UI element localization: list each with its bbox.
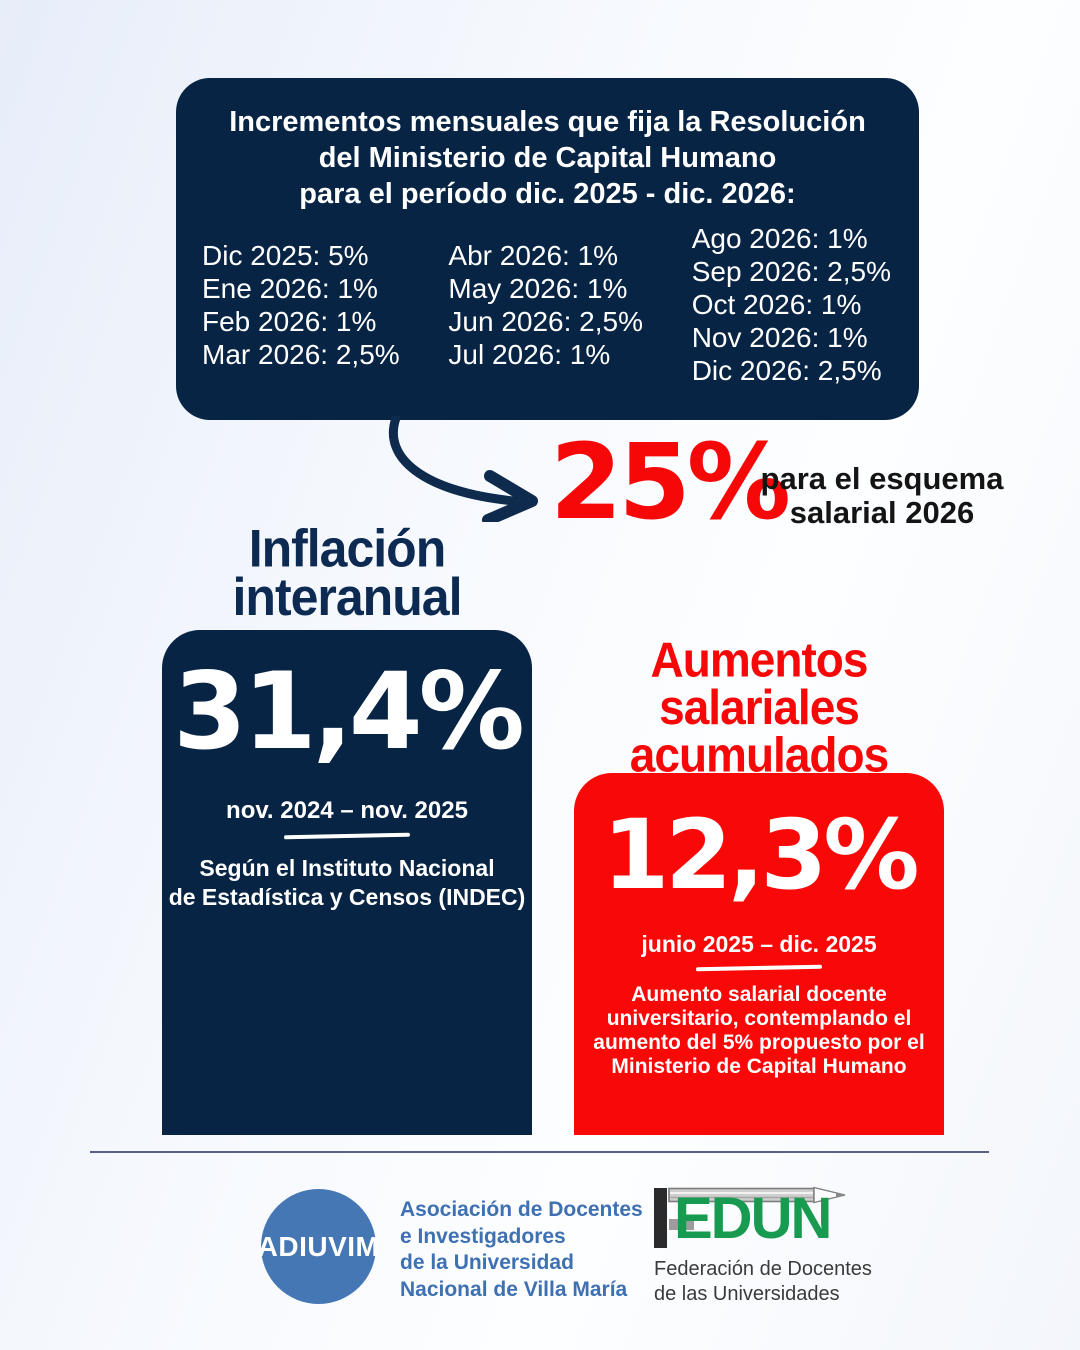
fedun-name-line1: Federación de Docentes [654, 1258, 872, 1280]
increment-item: Ene 2026: 1% [202, 272, 378, 304]
total-increase-value: 25% [550, 421, 791, 543]
total-increase-caption-line2: salarial 2026 [789, 495, 975, 530]
inflation-underline [283, 832, 411, 840]
curved-arrow-icon [388, 416, 538, 522]
fedun-wordmark-text: EDUN [674, 1186, 832, 1251]
monthly-increments-columns: Dic 2025: 5% Ene 2026: 1% Feb 2026: 1% M… [176, 212, 919, 387]
inflation-source-line2: de Estadística y Censos (INDEC) [168, 884, 526, 910]
increment-item: Abr 2026: 1% [448, 239, 619, 271]
increment-item: Feb 2026: 1% [202, 305, 377, 337]
adiuvim-name: Asociación de Docentes e Investigadores … [400, 1197, 680, 1303]
raises-value: 12,3% [602, 799, 919, 911]
increments-column-2: Abr 2026: 1% May 2026: 1% Jun 2026: 2,5%… [448, 239, 643, 371]
raises-heading-line1: Aumentos [650, 631, 869, 687]
raises-note-line3: aumento del 5% propuesto por el [593, 1031, 925, 1054]
adiuvim-name-line3: de la Universidad [400, 1251, 574, 1274]
inflation-box: 31,4% nov. 2024 – nov. 2025 Según el Ins… [162, 630, 532, 1135]
inflation-source: Según el Instituto Nacional de Estadísti… [162, 854, 532, 912]
raises-box: 12,3% junio 2025 – dic. 2025 Aumento sal… [574, 773, 944, 1135]
raises-heading: Aumentos salariales acumulados [574, 631, 944, 783]
resolution-title: Incrementos mensuales que fija la Resolu… [176, 78, 919, 212]
fedun-f-bar [654, 1188, 667, 1248]
total-increase-caption-line1: para el esquema [760, 461, 1004, 496]
resolution-title-line2: del Ministerio de Capital Humano [318, 142, 777, 174]
inflation-period: nov. 2024 – nov. 2025 [226, 797, 468, 824]
increment-item: Mar 2026: 2,5% [202, 338, 400, 370]
resolution-title-line1: Incrementos mensuales que fija la Resolu… [229, 106, 866, 138]
total-increase-caption: para el esquema salarial 2026 [756, 462, 1008, 530]
adiuvim-name-line4: Nacional de Villa María [400, 1277, 628, 1301]
adiuvim-logo-text: ADIUVIM [257, 1230, 380, 1262]
raises-period: junio 2025 – dic. 2025 [641, 931, 877, 957]
raises-heading-line3: acumulados [629, 727, 889, 783]
increment-item: Dic 2026: 2,5% [691, 355, 882, 386]
inflation-heading-line1: Inflación [248, 518, 447, 579]
fedun-wordmark: EDUN [652, 1186, 952, 1248]
raises-heading-line2: salariales [659, 679, 860, 735]
fedun-f-dash [669, 1219, 694, 1230]
inflation-heading-line2: interanual [232, 567, 463, 627]
fedun-name: Federación de Docentes de las Universida… [652, 1257, 952, 1307]
increment-item: Jul 2026: 1% [448, 338, 611, 370]
increment-item: May 2026: 1% [448, 272, 628, 304]
adiuvim-name-line2: e Investigadores [400, 1224, 566, 1248]
raises-note: Aumento salarial docente universitario, … [574, 983, 944, 1079]
raises-note-line4: Ministerio de Capital Humano [611, 1055, 907, 1078]
increment-item: Oct 2026: 1% [691, 289, 862, 320]
adiuvim-name-line1: Asociación de Docentes [400, 1198, 643, 1221]
raises-underline [695, 964, 823, 972]
inflation-heading: Inflación interanual [162, 518, 532, 627]
resolution-title-line3: para el período dic. 2025 - dic. 2026: [299, 178, 796, 210]
increment-item: Nov 2026: 1% [691, 322, 868, 353]
increments-column-3: Ago 2026: 1% Sep 2026: 2,5% Oct 2026: 1%… [692, 222, 891, 387]
raises-note-line1: Aumento salarial docente [631, 983, 887, 1006]
increment-item: Sep 2026: 2,5% [691, 256, 891, 287]
fedun-logo: EDUN Federación de Docentes de las Unive… [652, 1186, 952, 1307]
inflation-value: 31,4% [173, 650, 525, 773]
inflation-source-line1: Según el Instituto Nacional [199, 855, 495, 881]
resolution-box: Incrementos mensuales que fija la Resolu… [176, 78, 919, 420]
increments-column-1: Dic 2025: 5% Ene 2026: 1% Feb 2026: 1% M… [202, 239, 400, 371]
raises-note-line2: universitario, contemplando el [606, 1007, 912, 1030]
adiuvim-logo: ADIUVIM [258, 1189, 379, 1304]
increment-item: Dic 2025: 5% [202, 239, 369, 271]
pencil-icon [668, 1186, 846, 1204]
fedun-name-line2: de las Universidades [654, 1283, 840, 1305]
increment-item: Ago 2026: 1% [691, 223, 868, 254]
footer-divider [90, 1151, 989, 1153]
increment-item: Jun 2026: 2,5% [448, 305, 643, 337]
